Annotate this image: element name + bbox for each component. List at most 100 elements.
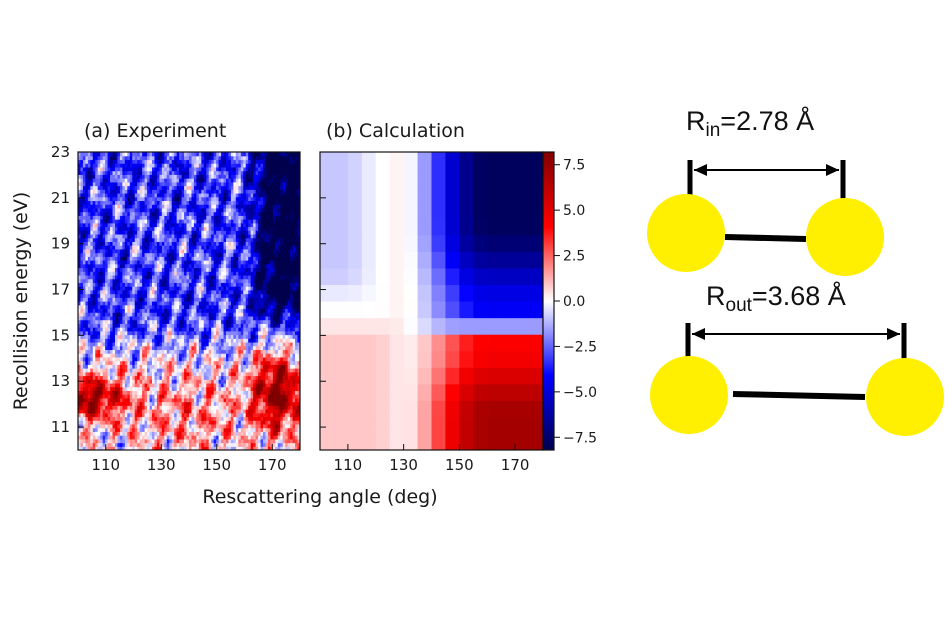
heat-a-cell [112,405,116,410]
heat-a-cell [223,278,227,283]
heat-a-cell [87,338,91,343]
heat-a-cell [193,282,197,287]
heat-a-cell [189,192,193,198]
heat-a-cell [159,286,163,291]
heat-a-cell [149,379,153,384]
heat-a-cell [206,230,210,235]
heat-a-cell [129,345,133,351]
heat-a-cell [228,412,232,418]
heat-a-cell [149,293,153,298]
heat-a-cell [166,222,170,228]
heat-a-cell [152,371,156,377]
heat-a-cell [159,178,163,183]
heat-a-cell [100,286,104,291]
heat-a-cell [78,368,82,373]
heat-a-cell [105,192,109,198]
heat-a-cell [164,222,168,228]
heat-a-cell [115,338,119,343]
heat-a-cell [226,230,230,235]
heat-a-cell [216,319,220,324]
heat-a-cell [156,312,160,317]
heat-a-cell [171,353,175,358]
heat-a-cell [97,289,101,295]
heat-a-cell [211,159,215,164]
heat-a-cell [216,181,220,187]
heat-a-cell [124,230,128,235]
heat-a-cell [139,319,143,324]
heat-a-cell [122,431,126,436]
heat-a-cell [201,312,205,317]
heat-a-cell [211,155,215,161]
heat-a-cell [226,226,230,231]
heat-a-cell [154,353,158,358]
heat-a-cell [198,390,202,395]
heat-a-cell [223,185,227,190]
heat-a-cell [154,420,158,425]
heat-a-cell [176,192,180,198]
heat-a-cell [134,289,138,295]
heat-a-cell [144,368,148,373]
heat-a-cell [137,226,141,231]
heat-a-cell [90,420,94,425]
heat-a-cell [230,323,234,328]
heat-a-cell [105,174,109,179]
heat-a-cell [169,248,173,254]
heat-a-cell [115,409,119,414]
heat-a-cell [129,334,133,339]
heat-a-cell [144,155,148,161]
heat-a-cell [191,334,195,339]
heat-a-cell [122,245,126,250]
heat-a-cell [147,371,151,377]
heat-a-cell [176,189,180,194]
heat-a-cell [174,412,178,418]
heat-a-cell [144,170,148,175]
heat-a-cell [132,282,136,287]
heat-a-cell [179,409,183,414]
heat-a-cell [102,181,106,187]
heat-a-cell [189,204,193,209]
heat-a-cell [144,274,148,280]
heat-a-cell [149,170,153,175]
heat-a-cell [181,252,185,257]
heat-a-cell [216,163,220,168]
heat-a-cell [193,431,197,436]
heat-a-cell [147,442,151,447]
heat-a-cell [147,438,151,444]
heat-a-cell [156,405,160,410]
heat-a-cell [107,427,111,432]
heat-a-cell [142,435,146,440]
heat-a-cell [85,405,89,410]
heat-a-cell [156,185,160,190]
heat-a-cell [107,301,111,306]
heat-a-cell [92,438,96,444]
heat-a-cell [105,263,109,269]
heat-a-cell [124,312,128,317]
heat-a-cell [154,185,158,190]
heat-a-cell [137,207,141,213]
heat-a-cell [149,233,153,239]
heat-a-cell [191,338,195,343]
heat-a-cell [156,219,160,224]
heat-a-cell [107,368,111,373]
heat-a-cell [179,356,183,362]
heat-a-cell [174,379,178,384]
heat-a-cell [211,166,215,172]
heat-a-cell [115,401,119,406]
heat-a-cell [85,442,89,447]
heat-a-cell [122,435,126,440]
heat-a-cell [228,327,232,332]
heat-a-cell [179,278,183,283]
heat-a-cell [156,368,160,373]
heat-a-cell [166,189,170,194]
heat-a-cell [137,267,141,272]
heat-a-cell [119,241,123,246]
heat-a-cell [191,416,195,421]
heat-a-cell [193,409,197,414]
heat-a-cell [156,327,160,332]
heat-a-cell [203,375,207,380]
heat-a-cell [223,435,227,440]
heat-a-cell [218,394,222,399]
heat-a-cell [142,286,146,291]
heat-a-cell [85,230,89,235]
heat-a-cell [221,166,225,172]
